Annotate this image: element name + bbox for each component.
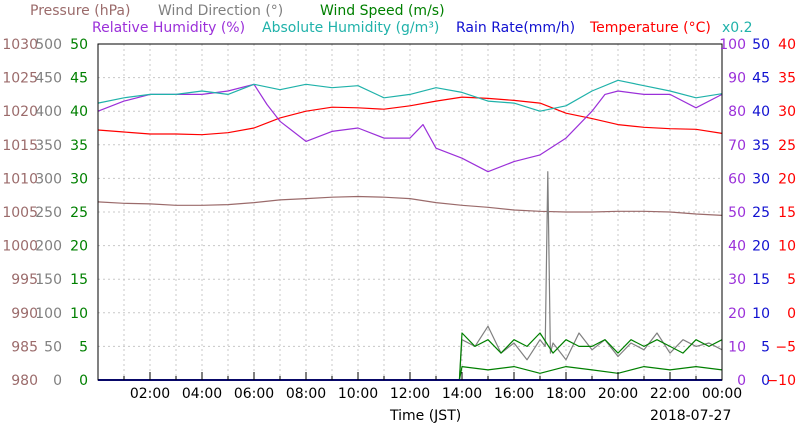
x-axis-label: Time (JST) (389, 408, 461, 424)
legend-absolute-humidity: Absolute Humidity (g/m³) (262, 20, 439, 36)
legend-pressure: Pressure (hPa) (30, 3, 130, 19)
legend-temperature: Temperature (°C) (589, 20, 711, 36)
y-tick-wind-direction: 350 (35, 138, 62, 154)
y-tick-wind-direction: 150 (35, 272, 62, 288)
series-pressure-hpa (97, 195, 723, 216)
y-tick-humidity: 80 (728, 104, 746, 120)
y-tick-humidity: 70 (728, 138, 746, 154)
y-tick-wind-speed: 25 (70, 205, 88, 221)
y-tick-pressure: 990 (11, 306, 38, 322)
y-tick-rain-rate: 35 (752, 138, 770, 154)
x-tick-label: 22:00 (650, 386, 690, 402)
y-tick-wind-direction: 100 (35, 306, 62, 322)
series-wind-direction (458, 171, 723, 381)
x-tick-label: 08:00 (286, 386, 326, 402)
y-tick-rain-rate: 40 (752, 104, 770, 120)
y-tick-temperature: −5 (775, 339, 796, 355)
series-wind-speed-low-m-s (458, 366, 723, 381)
x-tick-label: 06:00 (234, 386, 274, 402)
y-tick-pressure: 985 (11, 339, 38, 355)
y-tick-humidity: 30 (728, 272, 746, 288)
y-tick-temperature: −10 (766, 373, 796, 389)
y-tick-wind-direction: 200 (35, 239, 62, 255)
y-tick-temperature: 35 (778, 71, 796, 87)
x-tick-label: 20:00 (598, 386, 638, 402)
y-tick-wind-speed: 45 (70, 71, 88, 87)
y-tick-wind-direction: 500 (35, 37, 62, 53)
legend-scale-note: x0.2 (722, 20, 753, 36)
y-tick-temperature: 15 (778, 205, 796, 221)
y-tick-pressure: 1030 (2, 37, 38, 53)
y-tick-wind-direction: 400 (35, 104, 62, 120)
y-tick-rain-rate: 0 (761, 373, 770, 389)
y-tick-rain-rate: 20 (752, 239, 770, 255)
y-tick-wind-direction: 0 (53, 373, 62, 389)
y-tick-humidity: 10 (728, 339, 746, 355)
series-wind-speed-m-s (458, 332, 723, 381)
y-tick-pressure: 1020 (2, 104, 38, 120)
y-tick-temperature: 10 (778, 239, 796, 255)
series-temperature-c (97, 96, 723, 136)
y-tick-pressure: 1025 (2, 71, 38, 87)
y-tick-wind-speed: 40 (70, 104, 88, 120)
y-tick-pressure: 1005 (2, 205, 38, 221)
x-tick-label: 10:00 (338, 386, 378, 402)
y-tick-temperature: 25 (778, 138, 796, 154)
y-tick-wind-speed: 15 (70, 272, 88, 288)
y-tick-humidity: 20 (728, 306, 746, 322)
x-tick-label: 18:00 (546, 386, 586, 402)
y-tick-temperature: 30 (778, 104, 796, 120)
y-tick-rain-rate: 10 (752, 306, 770, 322)
y-tick-wind-speed: 10 (70, 306, 88, 322)
grid (98, 44, 722, 380)
y-tick-rain-rate: 15 (752, 272, 770, 288)
y-tick-humidity: 0 (737, 373, 746, 389)
y-tick-pressure: 1000 (2, 239, 38, 255)
y-tick-wind-speed: 20 (70, 239, 88, 255)
y-tick-wind-speed: 50 (70, 37, 88, 53)
y-tick-wind-direction: 250 (35, 205, 62, 221)
y-tick-pressure: 995 (11, 272, 38, 288)
series-absolute-humidity-g-m (97, 79, 723, 112)
y-tick-wind-direction: 300 (35, 171, 62, 187)
y-tick-rain-rate: 5 (761, 339, 770, 355)
y-tick-rain-rate: 30 (752, 171, 770, 187)
y-tick-rain-rate: 25 (752, 205, 770, 221)
x-tick-label: 14:00 (442, 386, 482, 402)
y-tick-humidity: 60 (728, 171, 746, 187)
x-tick-label: 12:00 (390, 386, 430, 402)
y-tick-wind-speed: 30 (70, 171, 88, 187)
x-tick-label: 02:00 (130, 386, 170, 402)
y-tick-rain-rate: 45 (752, 71, 770, 87)
date-label: 2018-07-27 (650, 408, 731, 424)
legend-wind-direction: Wind Direction (°) (158, 3, 283, 19)
y-tick-wind-speed: 5 (79, 339, 88, 355)
x-tick-label: 16:00 (494, 386, 534, 402)
y-axes: 1030102510201015101010051000995990985980… (2, 37, 796, 389)
y-tick-humidity: 50 (728, 205, 746, 221)
y-tick-pressure: 1015 (2, 138, 38, 154)
legend-relative-humidity: Relative Humidity (%) (92, 20, 245, 36)
x-tick-label: 00:00 (702, 386, 742, 402)
x-axis: 02:00 04:00 06:00 08:00 10:00 12:00 14:00 16:00… (123, 372, 742, 402)
y-tick-wind-speed: 0 (79, 373, 88, 389)
y-tick-pressure: 980 (11, 373, 38, 389)
y-tick-pressure: 1010 (2, 171, 38, 187)
y-tick-wind-direction: 450 (35, 71, 62, 87)
x-tick-label: 04:00 (182, 386, 222, 402)
y-tick-wind-direction: 50 (44, 339, 62, 355)
y-tick-temperature: 20 (778, 171, 796, 187)
legend-wind-speed: Wind Speed (m/s) (320, 3, 445, 19)
y-tick-humidity: 40 (728, 239, 746, 255)
y-tick-rain-rate: 50 (752, 37, 770, 53)
y-tick-temperature: 5 (787, 272, 796, 288)
y-tick-temperature: 40 (778, 37, 796, 53)
series-relative-humidity (97, 83, 723, 173)
y-tick-wind-speed: 35 (70, 138, 88, 154)
y-tick-temperature: 0 (787, 306, 796, 322)
y-tick-humidity: 90 (728, 71, 746, 87)
legend-rain-rate: Rain Rate(mm/h) (456, 20, 575, 36)
y-tick-humidity: 100 (719, 37, 746, 53)
